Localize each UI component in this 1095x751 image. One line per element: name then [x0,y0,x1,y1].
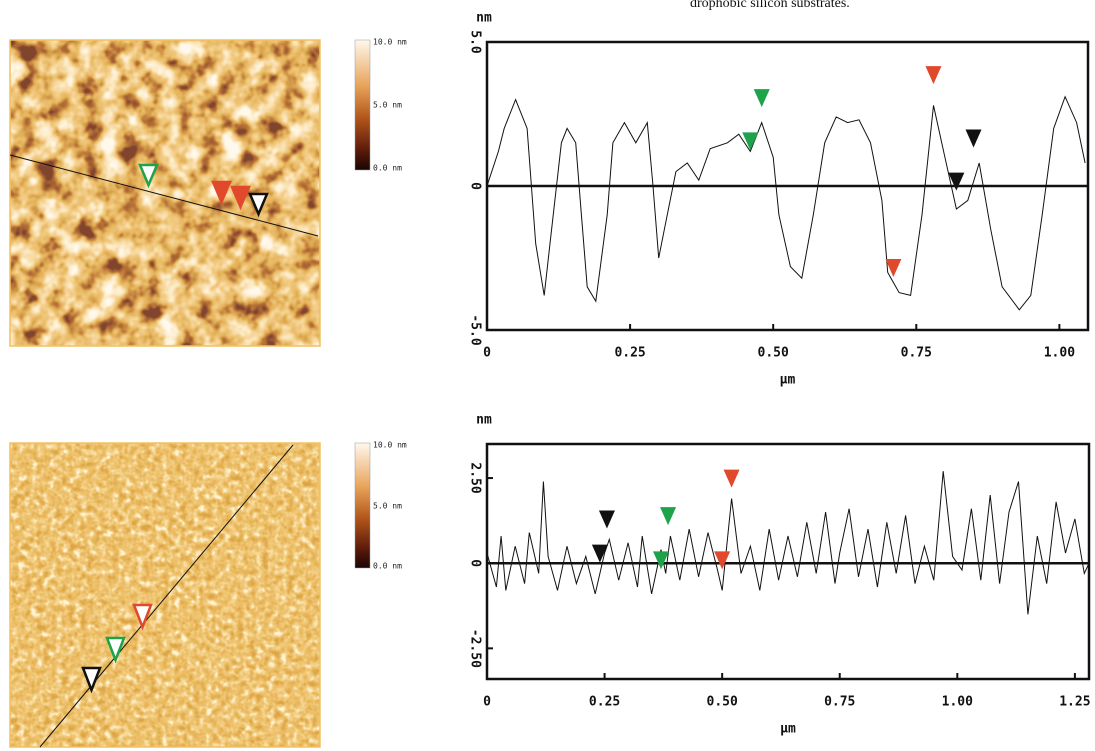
x-tick-label: 0.50 [758,346,789,361]
cursor-marker [885,259,902,278]
caption: drophobic silicon substrates. [690,0,850,11]
x-tick-label: 1.25 [1059,695,1090,710]
cursor-marker [753,89,770,108]
colorbar-label: 5.0 nm [373,502,402,511]
afm-image [10,40,320,346]
x-tick-label: 1.00 [942,695,973,710]
y-unit-label: nm [476,413,492,428]
profile-line [486,471,1090,615]
colorbar-label: 10.0 nm [373,38,407,47]
cursor-marker [742,132,759,151]
y-tick-label: -5.0 [468,314,483,345]
section-line [39,444,294,748]
x-tick-label: 1.00 [1044,346,1075,361]
cursor-marker [965,129,982,148]
cursor-marker [925,66,942,85]
cursor-marker [660,507,677,526]
x-axis-label: μm [780,373,796,388]
cursor-marker [591,544,608,563]
y-unit-label: nm [476,11,492,26]
image-frame [9,39,321,347]
x-axis-label: μm [780,722,796,737]
cursor-marker [653,551,670,570]
x-tick-label: 0.75 [824,695,855,710]
profile-line [486,95,1086,311]
section-line [9,154,319,237]
cursor-marker [948,172,965,191]
colorbar [354,39,371,171]
plot-frame [485,40,1090,332]
x-tick-label: 0 [483,346,491,361]
y-tick-label: 2.50 [468,462,483,493]
plot-frame [485,442,1091,681]
x-tick-label: 0.25 [614,346,645,361]
y-tick-label: 0 [468,559,483,567]
y-tick-label: -2.50 [468,629,483,668]
x-tick-label: 0.50 [707,695,738,710]
y-tick-label: 0 [468,182,483,190]
colorbar-label: 0.0 nm [373,164,402,173]
y-tick-label: 5.0 [468,30,483,54]
cursor-marker [598,510,615,529]
cursor-marker [723,469,740,488]
image-frame [9,442,321,748]
x-tick-label: 0.25 [589,695,620,710]
x-tick-label: 0.75 [901,346,932,361]
image-cursors [81,603,153,694]
x-tick-label: 0 [483,695,491,710]
cursor-marker [714,551,731,570]
colorbar [354,442,371,569]
colorbar-label: 10.0 nm [373,441,407,450]
afm-image [10,443,320,747]
colorbar-label: 0.0 nm [373,562,402,571]
image-cursors [138,163,269,218]
colorbar-label: 5.0 nm [373,101,402,110]
